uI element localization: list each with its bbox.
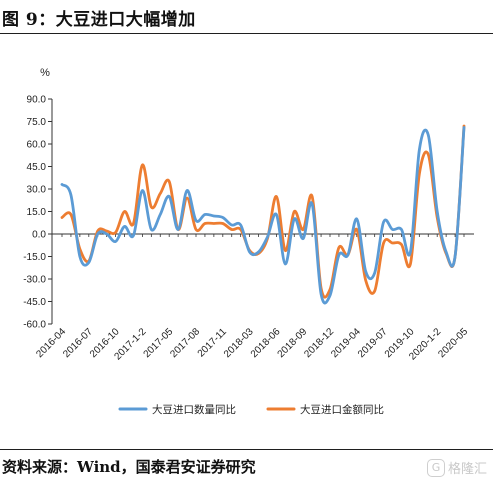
y-tick-label: 0.0 bbox=[32, 230, 46, 241]
y-tick-label: -60.0 bbox=[23, 320, 46, 331]
y-tick-label: -30.0 bbox=[23, 275, 46, 286]
legend-label-value: 大豆进口金额同比 bbox=[300, 403, 384, 416]
watermark-text: 格隆汇 bbox=[447, 462, 487, 477]
line-chart: % 90.0 75.0 60.0 45.0 30.0 15.0 0.0 -15.0 -30.0 -… bbox=[23, 67, 474, 416]
series-line-value bbox=[60, 124, 466, 299]
x-tick-label: 2020-05 bbox=[436, 326, 470, 360]
y-axis-unit-label: % bbox=[40, 67, 50, 79]
y-tick-label: 75.0 bbox=[27, 117, 47, 128]
x-tick-label: 2017-08 bbox=[168, 326, 202, 360]
y-tick-label: 30.0 bbox=[27, 185, 47, 196]
y-tick-label: -45.0 bbox=[23, 297, 46, 308]
source-bar: 资料来源：Wind，国泰君安证券研究 G 格隆汇 bbox=[0, 449, 493, 487]
y-axis: 90.0 75.0 60.0 45.0 30.0 15.0 0.0 -15.0 -30.0 -45… bbox=[23, 95, 53, 331]
legend-label-quantity: 大豆进口数量同比 bbox=[152, 403, 236, 416]
source-note: 资料来源：Wind，国泰君安证券研究 bbox=[2, 458, 256, 476]
y-tick-label: 60.0 bbox=[27, 140, 47, 151]
y-tick-label: 90.0 bbox=[27, 95, 47, 106]
legend: 大豆进口数量同比 大豆进口金额同比 bbox=[118, 403, 384, 416]
y-tick-label: 15.0 bbox=[27, 207, 47, 218]
y-tick-label: 45.0 bbox=[27, 162, 47, 173]
series-line-quantity bbox=[60, 126, 466, 305]
series-lines bbox=[60, 124, 466, 305]
watermark-logo-icon: G bbox=[426, 458, 445, 477]
y-tick-label: -15.0 bbox=[23, 252, 46, 263]
figure-title: 图 9：大豆进口大幅增加 bbox=[2, 10, 196, 30]
title-bar: 图 9：大豆进口大幅增加 bbox=[0, 0, 493, 34]
watermark: G 格隆汇 bbox=[426, 458, 487, 477]
